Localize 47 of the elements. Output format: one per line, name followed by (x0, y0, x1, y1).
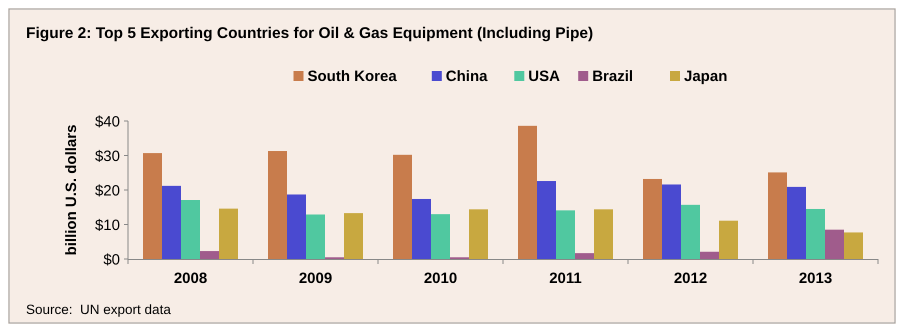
bar (844, 232, 863, 259)
y-tick-label: $20 (94, 182, 120, 200)
legend-label: Brazil (592, 68, 634, 85)
bar (268, 151, 287, 259)
y-tick-label: $0 (103, 251, 120, 268)
bar (219, 208, 238, 259)
x-tick-label: 2013 (798, 270, 832, 287)
chart-title: Figure 2: Top 5 Exporting Countries for Oil & Gas Equipment (Including Pipe) (26, 25, 594, 42)
x-tick-label: 2012 (674, 270, 708, 287)
bar (306, 214, 325, 259)
bar (768, 172, 787, 259)
bar (469, 209, 488, 259)
legend-label: China (446, 68, 488, 85)
bar (200, 251, 219, 259)
bar (700, 252, 719, 259)
x-tick-label: 2009 (298, 270, 332, 287)
bar (537, 181, 556, 259)
legend-label: Japan (684, 68, 728, 85)
x-tick-label: 2010 (424, 270, 458, 287)
x-tick-label: 2011 (549, 270, 582, 287)
source-note: Source: UN export data (26, 302, 172, 317)
bar (181, 200, 200, 259)
y-axis-title: billion U.S. dollars (63, 124, 80, 256)
bar (662, 184, 681, 259)
bar (412, 198, 431, 259)
bar (719, 220, 738, 259)
bar (393, 154, 412, 259)
bar (825, 230, 844, 259)
bar (162, 186, 181, 259)
bar (787, 186, 806, 259)
bar (575, 253, 594, 259)
legend-label: USA (528, 68, 560, 85)
bar (806, 208, 825, 259)
x-tick-label: 2008 (174, 270, 208, 287)
y-tick-label: $10 (94, 216, 120, 234)
bar (556, 210, 575, 259)
bar (681, 204, 700, 259)
bar (143, 153, 162, 259)
bar (643, 178, 662, 259)
bar (344, 213, 363, 259)
legend-label: South Korea (308, 68, 398, 85)
y-tick-label: $30 (94, 148, 120, 165)
bar (518, 126, 537, 259)
bar (594, 209, 613, 259)
y-tick-label: $40 (94, 113, 120, 130)
bar (431, 214, 450, 259)
bar (287, 194, 306, 259)
